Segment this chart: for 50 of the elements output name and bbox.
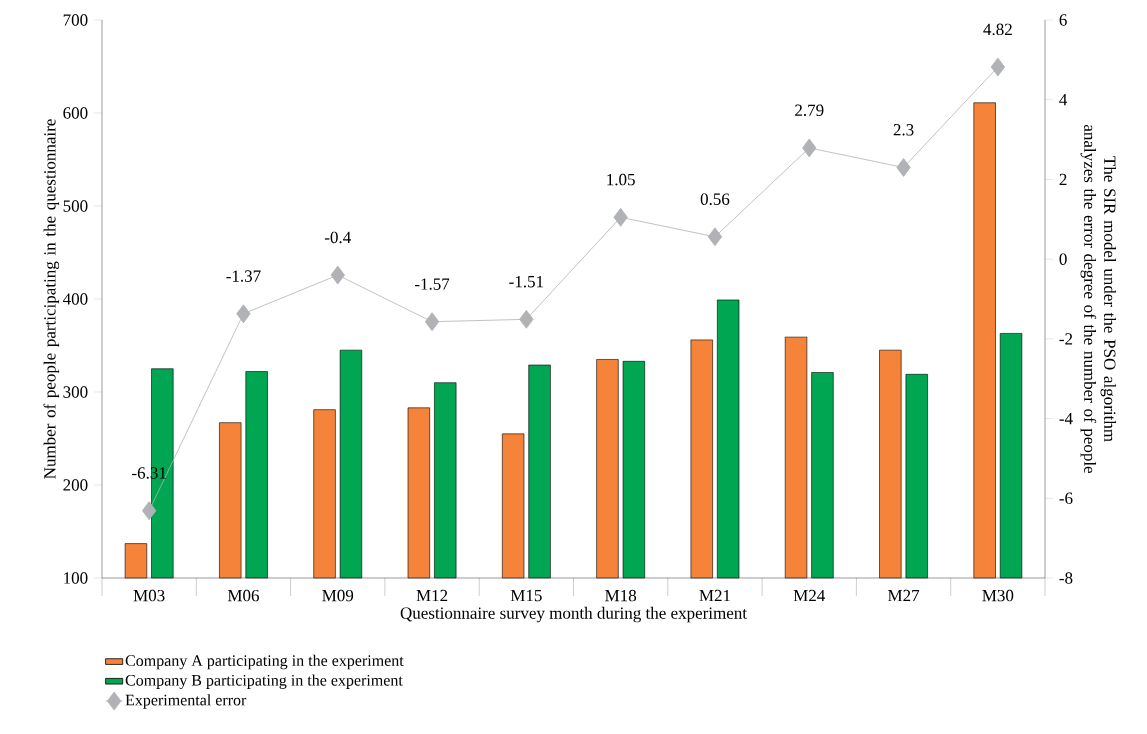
x-tick-label: M30 (982, 589, 1014, 602)
x-tick-label: M21 (699, 589, 730, 602)
x-tick-label: M12 (416, 589, 448, 602)
y-tick-label: 700 (63, 14, 88, 26)
y-tick-label: 200 (63, 479, 88, 491)
y2-tick-label: 6 (1059, 14, 1067, 26)
y-axis-title: Number of people participating in the questionnaire (43, 119, 60, 479)
x-tick-label: M06 (227, 589, 260, 602)
data-label: 2.3 (893, 124, 914, 136)
x-tick-label: M18 (605, 589, 637, 602)
x-tick-label: M09 (322, 589, 354, 602)
y2-tick-label: 0 (1059, 253, 1067, 265)
data-label: 2.79 (795, 104, 824, 117)
y2-tick-label: 2 (1059, 173, 1067, 186)
x-axis-title: Questionnaire survey month during the experiment (400, 606, 747, 623)
x-tick-label: M24 (793, 589, 826, 602)
data-label: -1.57 (414, 278, 450, 290)
point (613, 207, 628, 227)
y-tick-label: 300 (63, 386, 88, 398)
y-tick-label: 100 (64, 572, 88, 584)
y2-tick-label: 4 (1059, 94, 1068, 106)
y2-axis-title: The SIR model under the PSO algorithm analyzes the error degree of the number of people (1080, 124, 1117, 474)
point (236, 304, 251, 324)
point (330, 265, 345, 285)
y2-tick-label: -2 (1059, 333, 1073, 345)
data-label: 0.56 (700, 193, 730, 205)
point (802, 138, 817, 158)
y-tick-label: 500 (63, 200, 88, 212)
point (142, 501, 157, 521)
data-label: 1.05 (607, 173, 635, 186)
legend-label: Company B participating in the experiment (125, 674, 403, 689)
x-tick-label: M15 (510, 589, 542, 602)
x-tick-label: M03 (133, 589, 165, 602)
data-label: -0.4 (324, 231, 351, 244)
point (519, 309, 534, 329)
y2-tick-label: -8 (1059, 572, 1073, 584)
point (990, 57, 1006, 77)
y-tick-label: 400 (62, 293, 88, 305)
data-label: 4.82 (983, 23, 1012, 36)
legend-label: Company A participating in the experiment (125, 654, 404, 670)
x-tick-label: M27 (887, 589, 920, 602)
point (896, 158, 911, 177)
data-label: -1.51 (509, 275, 544, 288)
point (707, 227, 723, 247)
point (424, 312, 440, 332)
y2-tick-label: -4 (1059, 412, 1073, 425)
y-tick-label: 600 (63, 107, 88, 119)
y2-tick-label: -6 (1059, 492, 1073, 504)
data-label: -1.37 (226, 270, 261, 282)
legend-label: Experimental error (125, 694, 247, 709)
